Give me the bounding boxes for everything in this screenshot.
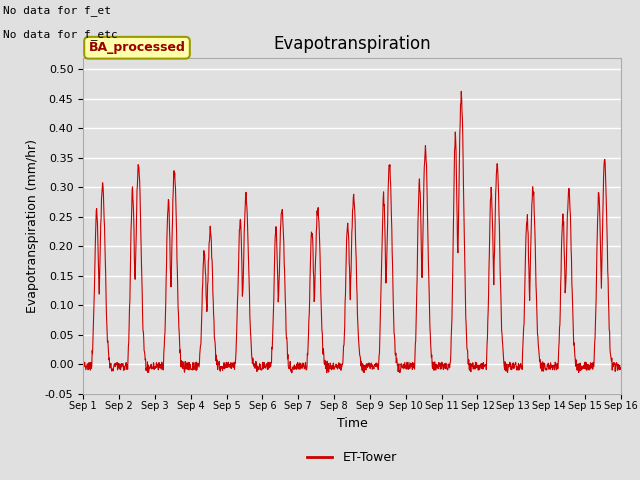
Y-axis label: Evapotranspiration (mm/hr): Evapotranspiration (mm/hr) <box>26 139 39 312</box>
Text: BA_processed: BA_processed <box>88 41 186 54</box>
Text: No data for f_et: No data for f_et <box>3 5 111 16</box>
Title: Evapotranspiration: Evapotranspiration <box>273 35 431 53</box>
X-axis label: Time: Time <box>337 417 367 430</box>
Text: No data for f_etc: No data for f_etc <box>3 29 118 40</box>
Legend: ET-Tower: ET-Tower <box>302 446 402 469</box>
